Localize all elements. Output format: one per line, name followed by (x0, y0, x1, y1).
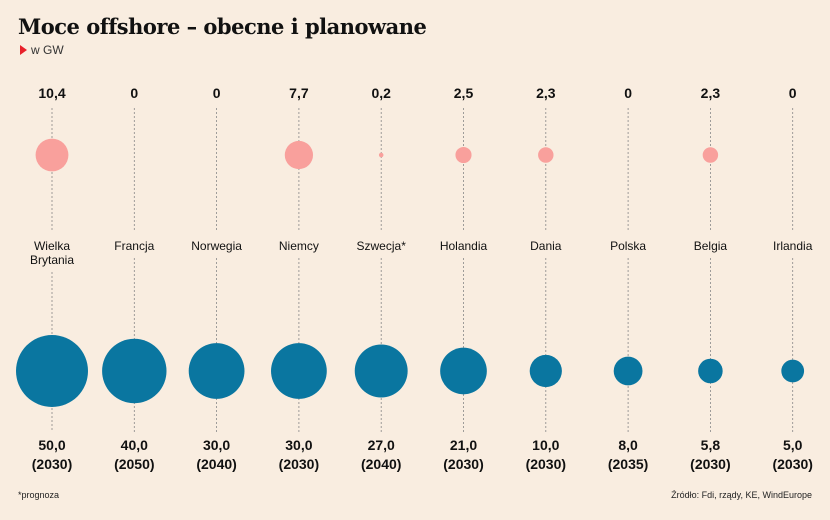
current-value-label: 0,2 (371, 85, 391, 101)
planned-value-label: 5,8 (701, 437, 721, 453)
target-year-label: (2030) (690, 456, 730, 472)
country-label: Brytania (30, 253, 74, 267)
country-label: Belgia (694, 239, 728, 253)
planned-value-label: 40,0 (121, 437, 148, 453)
planned-value-label: 10,0 (532, 437, 559, 453)
country-label: Holandia (440, 239, 488, 253)
planned-capacity-bubble (16, 335, 88, 407)
target-year-label: (2040) (196, 456, 236, 472)
country-label: Szwecja* (357, 239, 407, 253)
target-year-label: (2030) (772, 456, 812, 472)
current-value-label: 2,3 (701, 85, 721, 101)
current-capacity-bubble (538, 147, 554, 163)
current-capacity-bubble (455, 146, 472, 164)
target-year-label: (2030) (279, 456, 319, 472)
planned-value-label: 5,0 (783, 437, 803, 453)
planned-capacity-bubble (188, 343, 245, 399)
footnote: *prognoza (18, 490, 60, 500)
planned-capacity-bubble (102, 338, 167, 404)
country-label: Irlandia (773, 239, 813, 253)
planned-value-label: 30,0 (203, 437, 230, 453)
unit-label: w GW (31, 43, 64, 57)
planned-capacity-bubble (529, 354, 562, 388)
source-note: Źródło: Fdi, rządy, KE, WindEurope (671, 490, 812, 500)
target-year-label: (2035) (608, 456, 648, 472)
country-label: Niemcy (279, 239, 319, 253)
current-capacity-bubble (284, 140, 314, 170)
planned-value-label: 8,0 (618, 437, 638, 453)
planned-capacity-bubble (271, 343, 327, 399)
planned-capacity-bubble (613, 356, 643, 386)
current-value-label: 2,3 (536, 85, 556, 101)
target-year-label: (2050) (114, 456, 154, 472)
planned-value-label: 27,0 (368, 437, 395, 453)
current-value-label: 0 (624, 85, 632, 101)
country-label: Dania (530, 239, 562, 253)
target-year-label: (2030) (32, 456, 72, 472)
current-value-label: 0 (130, 85, 138, 101)
country-label: Francja (114, 239, 154, 253)
current-value-label: 0 (789, 85, 797, 101)
current-value-label: 10,4 (38, 85, 65, 101)
planned-value-label: 50,0 (38, 437, 65, 453)
target-year-label: (2030) (443, 456, 483, 472)
planned-value-label: 21,0 (450, 437, 477, 453)
triangle-marker-icon (20, 45, 27, 55)
chart-title: Moce offshore – obecne i planowane (18, 14, 427, 39)
current-value-label: 2,5 (454, 85, 474, 101)
country-label: Norwegia (191, 239, 242, 253)
country-label: Polska (610, 239, 646, 253)
current-value-label: 7,7 (289, 85, 309, 101)
planned-capacity-bubble (440, 347, 487, 395)
planned-capacity-bubble (698, 358, 723, 384)
current-capacity-bubble (378, 152, 384, 158)
planned-capacity-bubble (781, 359, 805, 383)
country-label: Wielka (34, 239, 70, 253)
target-year-label: (2030) (526, 456, 566, 472)
current-value-label: 0 (213, 85, 221, 101)
chart-subtitle: w GW (20, 43, 64, 57)
planned-capacity-bubble (354, 344, 408, 398)
current-capacity-bubble (35, 138, 69, 172)
planned-value-label: 30,0 (285, 437, 312, 453)
target-year-label: (2040) (361, 456, 401, 472)
current-capacity-bubble (702, 147, 719, 163)
